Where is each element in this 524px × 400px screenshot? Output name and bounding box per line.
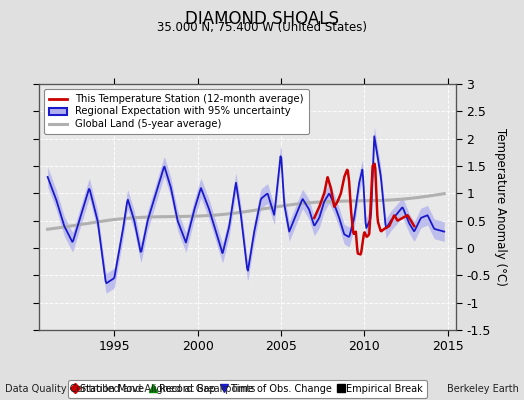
Legend: Station Move, Record Gap, Time of Obs. Change, Empirical Break: Station Move, Record Gap, Time of Obs. C…: [68, 380, 427, 398]
Text: 35.000 N, 75.400 W (United States): 35.000 N, 75.400 W (United States): [157, 21, 367, 34]
Text: Data Quality Controlled and Aligned at Breakpoints: Data Quality Controlled and Aligned at B…: [5, 384, 256, 394]
Text: Berkeley Earth: Berkeley Earth: [447, 384, 519, 394]
Text: DIAMOND SHOALS: DIAMOND SHOALS: [185, 10, 339, 28]
Y-axis label: Temperature Anomaly (°C): Temperature Anomaly (°C): [495, 128, 507, 286]
